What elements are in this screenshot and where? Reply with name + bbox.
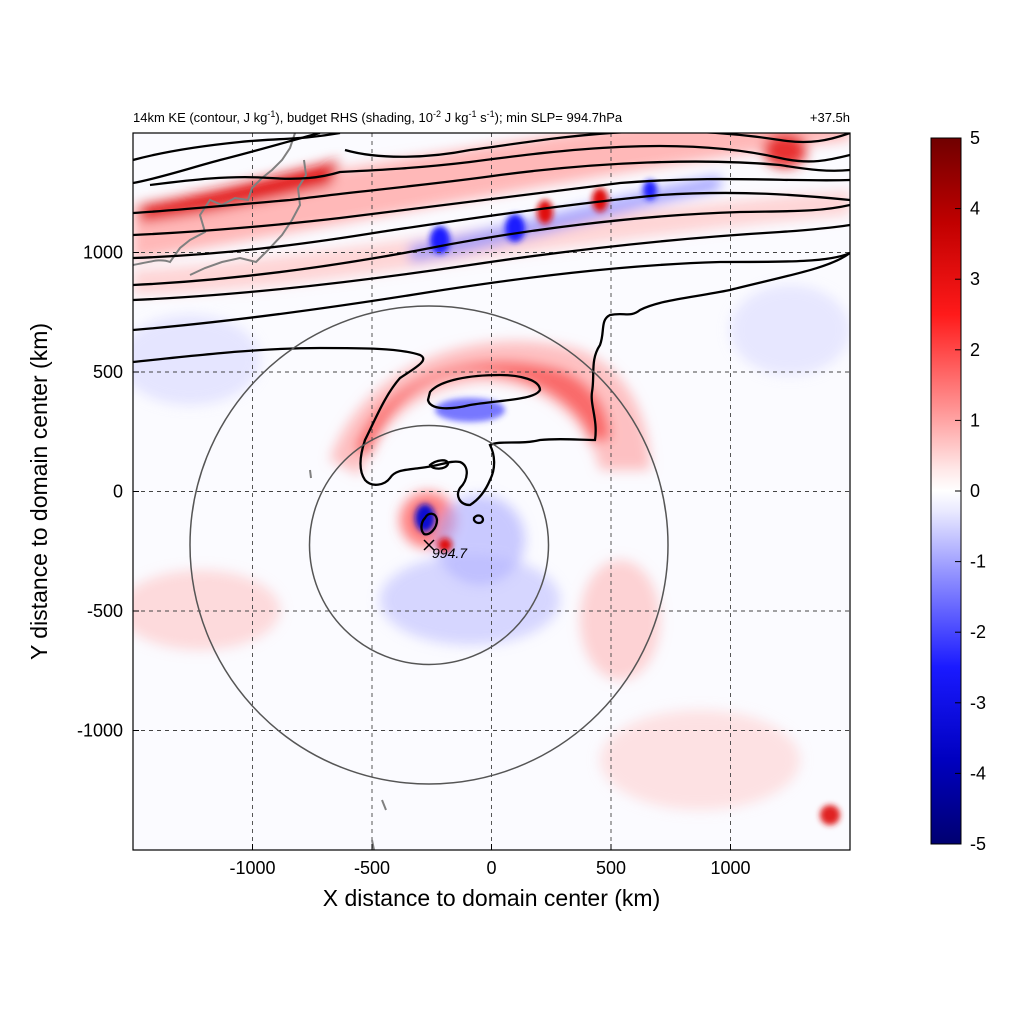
x-axis-ticks: -1000 -500 0 500 1000 — [229, 844, 751, 878]
contour-core — [420, 512, 439, 536]
x-tick-label: 500 — [596, 858, 626, 878]
forecast-time: +37.5h — [810, 110, 850, 125]
y-tick-label: -500 — [87, 601, 123, 621]
coastline-island — [309, 469, 387, 850]
colorbar-tick-label: -3 — [970, 693, 986, 713]
shade-e-negative — [730, 285, 850, 375]
y-axis-ticks: -1000 -500 0 500 1000 — [77, 243, 139, 741]
chart-title: 14km KE (contour, J kg-1), budget RHS (s… — [133, 109, 623, 125]
storm-center-x-marker — [423, 539, 435, 551]
coastline-japan-south — [189, 159, 308, 276]
colorbar-tick-label: 2 — [970, 340, 980, 360]
y-axis-label: Y distance to domain center (km) — [26, 323, 52, 660]
colorbar-tick-label: 1 — [970, 410, 980, 430]
shade-sw-positive — [133, 570, 280, 650]
colorbar-tick-label: 3 — [970, 269, 980, 289]
shade-arc-halo — [330, 341, 650, 475]
range-ring-1000km — [189, 305, 669, 785]
colorbar-tick-label: -2 — [970, 622, 986, 642]
shade-se-negative — [380, 555, 560, 645]
contour-arc-inner — [426, 373, 542, 410]
storm-min-slp-label: 994.7 — [432, 545, 468, 561]
contour-small-2 — [472, 514, 485, 525]
y-tick-label: 1000 — [83, 243, 123, 263]
colorbar: 5 4 3 2 1 0 -1 -2 -3 -4 -5 — [930, 128, 986, 854]
colorbar-tick-label: -4 — [970, 763, 986, 783]
colorbar-tick-label: 0 — [970, 481, 980, 501]
x-axis-label: X distance to domain center (km) — [323, 885, 660, 911]
contour-9 — [133, 251, 850, 332]
colorbar-tick-label: 5 — [970, 128, 980, 148]
shade-far-s — [600, 710, 800, 810]
y-tick-label: 0 — [113, 482, 123, 502]
contour-4 — [133, 160, 850, 215]
contour-2 — [133, 133, 850, 185]
x-tick-label: -1000 — [229, 858, 275, 878]
colorbar-tick-label: -1 — [970, 552, 986, 572]
range-ring-500km — [308, 424, 550, 666]
shade-jet-positive — [133, 133, 850, 260]
shade-jet-strong — [140, 160, 340, 222]
contour-small-1 — [428, 459, 450, 470]
shade-s-positive — [580, 560, 660, 680]
y-tick-label: -1000 — [77, 721, 123, 741]
range-rings — [189, 305, 669, 785]
contour-7 — [133, 203, 850, 287]
contour-5 — [133, 177, 850, 237]
y-tick-label: 500 — [93, 362, 123, 382]
storm-center: 994.7 — [423, 539, 468, 561]
plot-area: 994.7 — [133, 133, 850, 850]
x-tick-label: -500 — [354, 858, 390, 878]
contour-6 — [133, 191, 850, 260]
x-tick-label: 1000 — [710, 858, 750, 878]
contour-outer-storm — [133, 252, 850, 507]
contour-3 — [149, 144, 850, 187]
colorbar-ticks: 5 4 3 2 1 0 -1 -2 -3 -4 -5 — [955, 128, 986, 854]
shade-w-negative — [133, 315, 260, 405]
contour-8 — [133, 223, 850, 302]
colorbar-tick-label: 4 — [970, 199, 980, 219]
x-tick-label: 0 — [486, 858, 496, 878]
colorbar-tick-label: -5 — [970, 834, 986, 854]
ke-contours — [133, 133, 850, 536]
